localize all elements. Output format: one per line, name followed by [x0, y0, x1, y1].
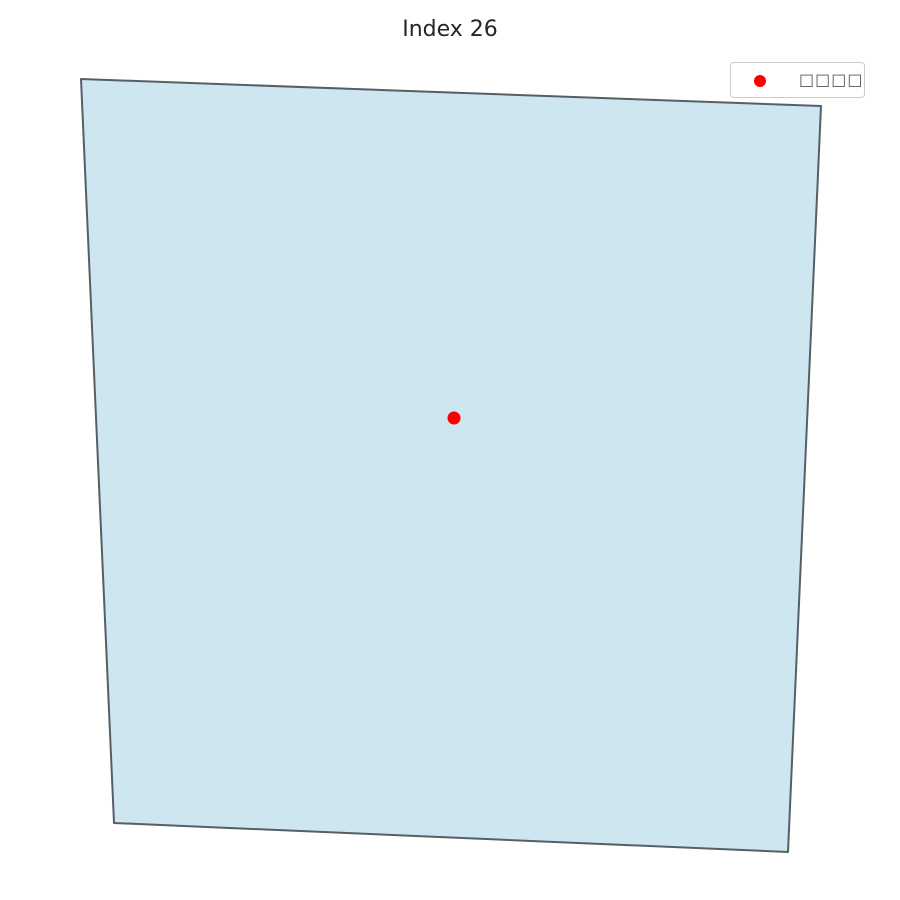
legend: □□□□ — [730, 62, 865, 98]
legend-marker-icon — [754, 75, 766, 87]
centroid-point — [447, 411, 461, 425]
plot-title: Index 26 — [402, 17, 498, 42]
legend-label: □□□□ — [799, 70, 864, 89]
region-polygon — [80, 78, 822, 853]
